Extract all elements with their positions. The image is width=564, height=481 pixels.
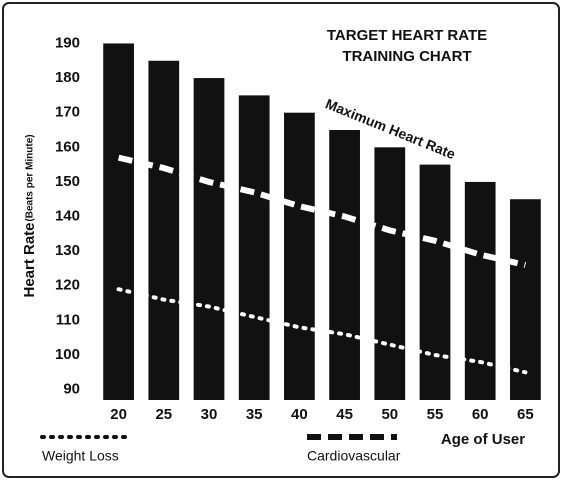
x-tick-label: 60 bbox=[472, 406, 489, 423]
bar bbox=[419, 164, 451, 400]
y-axis-label: Heart Rate bbox=[21, 222, 38, 297]
bar bbox=[148, 60, 180, 401]
bar bbox=[510, 199, 541, 400]
x-tick-label: 65 bbox=[517, 406, 534, 423]
y-tick-label: 180 bbox=[55, 69, 80, 86]
x-tick-label: 25 bbox=[155, 406, 172, 423]
y-tick-label: 190 bbox=[55, 34, 80, 51]
bar bbox=[374, 147, 406, 400]
bar bbox=[238, 95, 270, 400]
x-tick-label: 50 bbox=[381, 406, 398, 423]
x-tick-label: 30 bbox=[201, 406, 218, 423]
y-tick-label: 100 bbox=[55, 346, 80, 363]
x-tick-label: 55 bbox=[427, 406, 444, 423]
legend-label: Weight Loss bbox=[42, 448, 119, 464]
y-tick-label: 170 bbox=[55, 104, 80, 121]
x-tick-label: 45 bbox=[336, 406, 353, 423]
y-tick-label: 130 bbox=[55, 242, 80, 259]
line-dashed bbox=[117, 154, 527, 268]
chart-title: TRAINING CHART bbox=[342, 48, 471, 65]
x-tick-label: 20 bbox=[110, 406, 127, 423]
line-dotted bbox=[116, 287, 528, 375]
bar bbox=[103, 43, 134, 400]
y-axis-label-note: (Beats per Minute) bbox=[25, 134, 36, 221]
x-tick-label: 35 bbox=[246, 406, 263, 423]
y-tick-label: 140 bbox=[55, 208, 80, 225]
x-tick-label: 40 bbox=[291, 406, 308, 423]
y-tick-label: 150 bbox=[55, 173, 80, 190]
chart-title: TARGET HEART RATE bbox=[327, 27, 487, 44]
bar bbox=[193, 78, 225, 401]
y-axis-label-group: Heart Rate (Beats per Minute) bbox=[21, 134, 38, 297]
legend-label: Cardiovascular bbox=[307, 448, 401, 464]
bar bbox=[284, 112, 315, 400]
y-tick-label: 160 bbox=[55, 138, 80, 155]
y-tick-label: 110 bbox=[56, 311, 80, 328]
y-tick-label: 120 bbox=[55, 277, 80, 294]
x-axis-label: Age of User bbox=[441, 431, 525, 448]
y-tick-label: 90 bbox=[63, 381, 80, 398]
bar bbox=[464, 181, 496, 400]
bar bbox=[329, 130, 360, 400]
